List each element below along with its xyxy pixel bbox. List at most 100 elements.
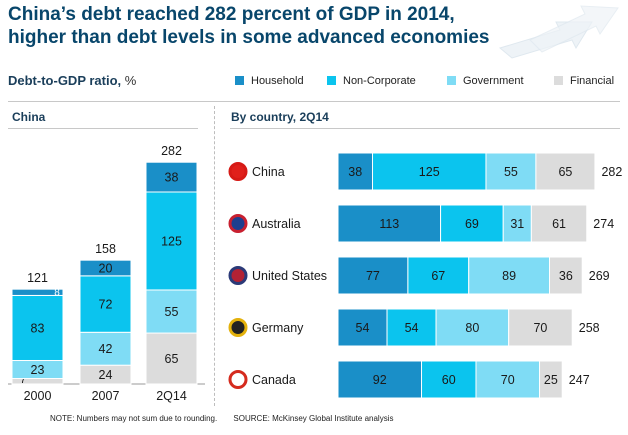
- country-total-germany: 258: [579, 321, 600, 335]
- china-bar-2000-non-corporate: [11, 294, 64, 361]
- flag-australia-icon: [228, 214, 248, 233]
- legend-swatch-household: [235, 76, 244, 85]
- country-bar-label-united-states-financial: 36: [559, 269, 573, 283]
- country-bar-germany-non-corporate: [386, 308, 437, 347]
- decorative-arrow-icon: [498, 5, 619, 59]
- country-label-germany: Germany: [252, 321, 304, 335]
- china-bar-label-2007-government: 42: [99, 342, 113, 356]
- panel-separator: [214, 106, 215, 406]
- legend-label-government: Government: [463, 75, 524, 87]
- title-line-1: China’s debt reached 282 percent of GDP …: [8, 4, 455, 25]
- china-total-2007: 158: [95, 242, 116, 256]
- header-divider: [8, 101, 620, 102]
- country-total-australia: 274: [593, 217, 614, 231]
- country-bar-canada-non-corporate: [421, 360, 477, 399]
- legend-swatch-government: [447, 76, 456, 85]
- country-total-canada: 247: [569, 373, 590, 387]
- country-bar-china-non-corporate: [371, 152, 487, 191]
- country-bar-label-china-financial: 65: [558, 165, 572, 179]
- country-label-united-states: United States: [252, 269, 327, 283]
- footnote: NOTE: Numbers may not sum due to roundin…: [50, 414, 407, 423]
- country-bar-germany-household: [337, 308, 388, 347]
- country-bar-germany-government: [435, 308, 510, 347]
- china-bar-2q14-household: [145, 161, 198, 193]
- country-bar-germany-financial: [508, 308, 573, 347]
- title-line-2: higher than debt levels in some advanced…: [8, 27, 490, 48]
- country-section-divider: [230, 128, 620, 129]
- legend-item-financial: Financial: [554, 75, 614, 87]
- country-bar-australia-household: [337, 204, 442, 243]
- legend-label-non-corporate: Non-Corporate: [343, 75, 416, 87]
- country-bar-label-germany-financial: 70: [533, 321, 547, 335]
- china-bar-2007-household: [79, 259, 132, 277]
- china-total-2000: 121: [27, 271, 48, 285]
- subtitle-unit: %: [124, 73, 137, 88]
- china-category-2000: 2000: [24, 389, 52, 403]
- country-bar-label-australia-government: 31: [510, 217, 524, 231]
- source-text: SOURCE: McKinsey Global Institute analys…: [233, 414, 394, 423]
- country-bar-label-china-government: 55: [504, 165, 518, 179]
- country-bar-label-australia-non-corporate: 69: [465, 217, 479, 231]
- country-bar-united-states-government: [468, 256, 551, 295]
- country-bar-label-australia-household: 113: [379, 217, 399, 231]
- legend-item-household: Household: [235, 75, 304, 87]
- china-bar-label-2q14-non-corporate: 125: [161, 234, 182, 248]
- legend-item-non-corporate: Non-Corporate: [327, 75, 416, 87]
- legend-swatch-financial: [554, 76, 563, 85]
- flag-canada-icon: [228, 370, 248, 389]
- note-text: NOTE: Numbers may not sum due to roundin…: [50, 414, 218, 423]
- country-total-united-states: 269: [589, 269, 610, 283]
- country-bar-label-germany-government: 80: [465, 321, 479, 335]
- country-label-australia: Australia: [252, 217, 301, 231]
- legend-label-financial: Financial: [570, 75, 615, 87]
- country-bar-label-germany-non-corporate: 54: [405, 321, 419, 335]
- china-bar-label-2007-household: 20: [99, 262, 113, 276]
- legend-swatch-non-corporate: [327, 76, 336, 85]
- legend-label-household: Household: [251, 75, 304, 87]
- china-bar-label-2q14-financial: 65: [165, 352, 179, 366]
- country-bar-canada-financial: [539, 360, 563, 399]
- country-bar-canada-household: [337, 360, 423, 399]
- country-bar-china-household: [337, 152, 373, 191]
- country-bar-canada-government: [475, 360, 541, 399]
- chart-title: China’s debt reached 282 percent of GDP …: [8, 3, 528, 49]
- china-section-divider: [8, 128, 198, 129]
- country-bar-australia-financial: [530, 204, 588, 243]
- country-label-china: China: [252, 165, 285, 179]
- china-bar-label-2q14-government: 55: [165, 305, 179, 319]
- subtitle-label: Debt-to-GDP ratio,: [8, 73, 122, 88]
- flag-china-icon: [228, 162, 248, 181]
- country-bar-label-australia-financial: 61: [552, 217, 566, 231]
- country-bar-united-states-household: [337, 256, 409, 295]
- china-bar-2000-household: [11, 288, 64, 296]
- china-bar-label-2000-household: 8: [54, 287, 60, 298]
- country-bar-united-states-financial: [549, 256, 583, 295]
- country-panel-title: By country, 2Q14: [231, 110, 329, 124]
- country-bar-label-china-household: 38: [348, 165, 362, 179]
- subtitle: Debt-to-GDP ratio, %: [8, 73, 136, 88]
- country-bar-label-canada-government: 70: [501, 373, 515, 387]
- country-bar-label-united-states-government: 89: [502, 269, 516, 283]
- china-total-2q14: 282: [161, 144, 182, 158]
- china-bar-label-2000-non-corporate: 83: [31, 321, 45, 335]
- china-bar-2q14-financial: [145, 332, 198, 385]
- flag-united-states-icon: [228, 266, 248, 285]
- country-bar-label-united-states-household: 77: [366, 269, 380, 283]
- country-bar-label-canada-household: 92: [373, 373, 387, 387]
- china-bar-label-2007-non-corporate: 72: [99, 298, 113, 312]
- china-category-2q14: 2Q14: [156, 389, 187, 403]
- china-panel-title: China: [12, 110, 46, 124]
- china-category-2007: 2007: [92, 389, 120, 403]
- china-bar-2q14-government: [145, 289, 198, 334]
- china-bar-label-2q14-household: 38: [165, 171, 179, 185]
- country-label-canada: Canada: [252, 373, 296, 387]
- legend-item-government: Government: [447, 75, 524, 87]
- china-bar-2q14-non-corporate: [145, 191, 198, 291]
- country-bar-label-united-states-non-corporate: 67: [431, 269, 445, 283]
- country-bar-australia-non-corporate: [440, 204, 504, 243]
- country-total-china: 282: [601, 165, 622, 179]
- country-bar-label-china-non-corporate: 125: [419, 165, 440, 179]
- country-bar-label-germany-household: 54: [356, 321, 370, 335]
- country-bar-label-canada-non-corporate: 60: [442, 373, 456, 387]
